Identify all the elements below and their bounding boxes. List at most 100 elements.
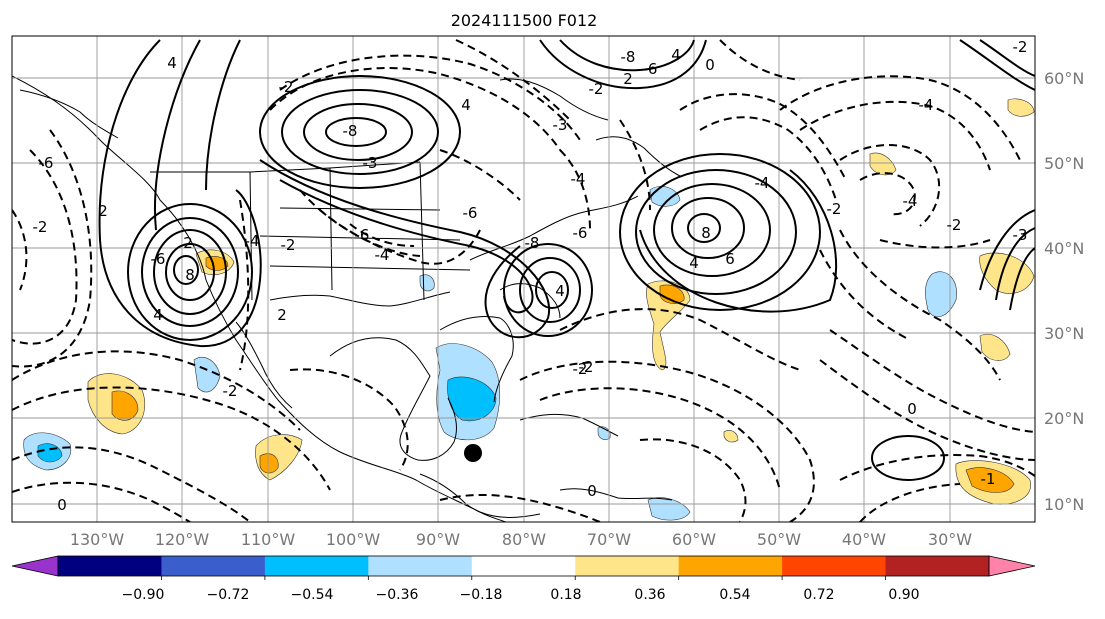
contour-label: -8	[621, 48, 636, 66]
contour-label: -3	[363, 154, 378, 172]
colorbar-extend-high	[988, 555, 1036, 577]
contour-labels: 4 2 0 8 4 2 -6 4 -2 -3 -8 -6 -4 -2 2 -2 …	[33, 38, 1028, 514]
contour-label: -6	[151, 250, 166, 268]
contour-label: -2	[579, 358, 594, 376]
colorbar-segment	[264, 556, 369, 576]
lat-label: 20°N	[1044, 409, 1084, 428]
contour-label: -2	[947, 216, 962, 234]
contour-label: 2	[277, 306, 287, 324]
positive-contours	[98, 39, 1035, 481]
lon-label: 100°W	[326, 530, 381, 549]
colorbar-tick-label: −0.36	[376, 587, 419, 603]
lon-label: 30°W	[928, 530, 972, 549]
contour-label: -4	[571, 170, 586, 188]
colorbar-segment	[885, 556, 990, 576]
contour-label: 0	[907, 400, 917, 418]
colorbar-extend-low	[11, 555, 59, 577]
colorbar-segment	[782, 556, 887, 576]
lon-label: 50°W	[757, 530, 801, 549]
colorbar-ticks: −0.90 −0.72 −0.54 −0.36 −0.18 0.18 0.36 …	[122, 587, 920, 603]
coastlines	[12, 75, 681, 522]
colorbar-tick-label: −0.54	[291, 587, 334, 603]
colorbar-tick-label: 0.54	[719, 587, 750, 603]
lon-label: 60°W	[672, 530, 716, 549]
contour-label: -4	[919, 96, 934, 114]
negative-contours	[12, 39, 1035, 522]
contour-label: -6	[355, 226, 370, 244]
contour-label: 0	[587, 482, 597, 500]
colorbar-segment	[471, 556, 576, 576]
contour-label: -8	[525, 234, 540, 252]
contour-label: 8	[185, 266, 195, 284]
colorbar-segment	[58, 556, 162, 576]
colorbar-segment	[575, 556, 680, 576]
contour-label: -4	[375, 246, 390, 264]
colorbar-tick-label: −0.72	[207, 587, 250, 603]
colorbar	[11, 555, 1036, 580]
contour-label: -6	[463, 204, 478, 222]
lat-label: 40°N	[1044, 239, 1084, 258]
contour-label: 4	[671, 46, 681, 64]
lon-label: 110°W	[241, 530, 296, 549]
lon-label: 40°W	[842, 530, 886, 549]
colorbar-frame	[57, 555, 990, 577]
contour-label: -2	[33, 218, 48, 236]
contour-label: 4	[689, 254, 699, 272]
latitude-labels: 60°N 50°N 40°N 30°N 20°N 10°N	[1044, 69, 1084, 514]
lon-label: 120°W	[155, 530, 210, 549]
contour-label: -2	[1013, 38, 1028, 56]
lat-label: 10°N	[1044, 495, 1084, 514]
contour-label: -2	[281, 236, 296, 254]
contour-label: 6	[725, 250, 735, 268]
map-frame	[11, 35, 1036, 523]
contour-label: -6	[573, 224, 588, 242]
contour-label: 2	[183, 234, 193, 252]
colorbar-segment	[161, 556, 266, 576]
colorbar-segment	[678, 556, 783, 576]
contour-label: -3	[553, 116, 568, 134]
contour-label: 4	[167, 54, 177, 72]
contour-label: -6	[39, 154, 54, 172]
anomaly-shading	[23, 98, 1035, 521]
colorbar-tick-label: 0.36	[634, 587, 665, 603]
contour-label: 0	[57, 496, 67, 514]
colorbar-segment	[368, 556, 473, 576]
contour-label: -3	[1013, 226, 1028, 244]
lat-label: 50°N	[1044, 154, 1084, 173]
colorbar-tick-label: −0.90	[122, 587, 165, 603]
contour-label: 2	[623, 70, 633, 88]
contour-label: -6	[643, 60, 658, 78]
contour-label: -2	[573, 360, 588, 378]
contour-label: -8	[343, 122, 358, 140]
contour-label: 4	[555, 282, 565, 300]
colorbar-tick-label: 0.90	[888, 587, 919, 603]
longitude-labels: 130°W 120°W 110°W 100°W 90°W 80°W 70°W 6…	[70, 530, 972, 549]
lon-label: 70°W	[587, 530, 631, 549]
colorbar-tick-label: 0.18	[550, 587, 581, 603]
contour-label: -2	[827, 200, 842, 218]
contour-label: 8	[701, 224, 711, 242]
colorbar-tick-label: 0.72	[803, 587, 834, 603]
contour-label: 2	[98, 202, 108, 220]
storm-center-marker	[464, 444, 482, 462]
contour-label: -2	[279, 78, 294, 96]
contour-label: -4	[903, 192, 918, 210]
contour-label: -4	[245, 232, 260, 250]
lon-label: 80°W	[502, 530, 546, 549]
lon-label: 90°W	[416, 530, 460, 549]
map-title: 2024111500 F012	[451, 11, 598, 30]
lon-label: 130°W	[70, 530, 125, 549]
contour-label: -2	[223, 382, 238, 400]
lat-label: 30°N	[1044, 324, 1084, 343]
colorbar-tick-label: −0.18	[460, 587, 503, 603]
lat-label: 60°N	[1044, 69, 1084, 88]
contour-label: -2	[589, 80, 604, 98]
contour-label: 0	[705, 56, 715, 74]
contour-label: 4	[153, 306, 163, 324]
contour-label: 4	[461, 96, 471, 114]
map-area: 4 2 0 8 4 2 -6 4 -2 -3 -8 -6 -4 -2 2 -2 …	[12, 36, 1035, 522]
contour-label: -4	[755, 174, 770, 192]
contour-label: -1	[981, 470, 996, 488]
